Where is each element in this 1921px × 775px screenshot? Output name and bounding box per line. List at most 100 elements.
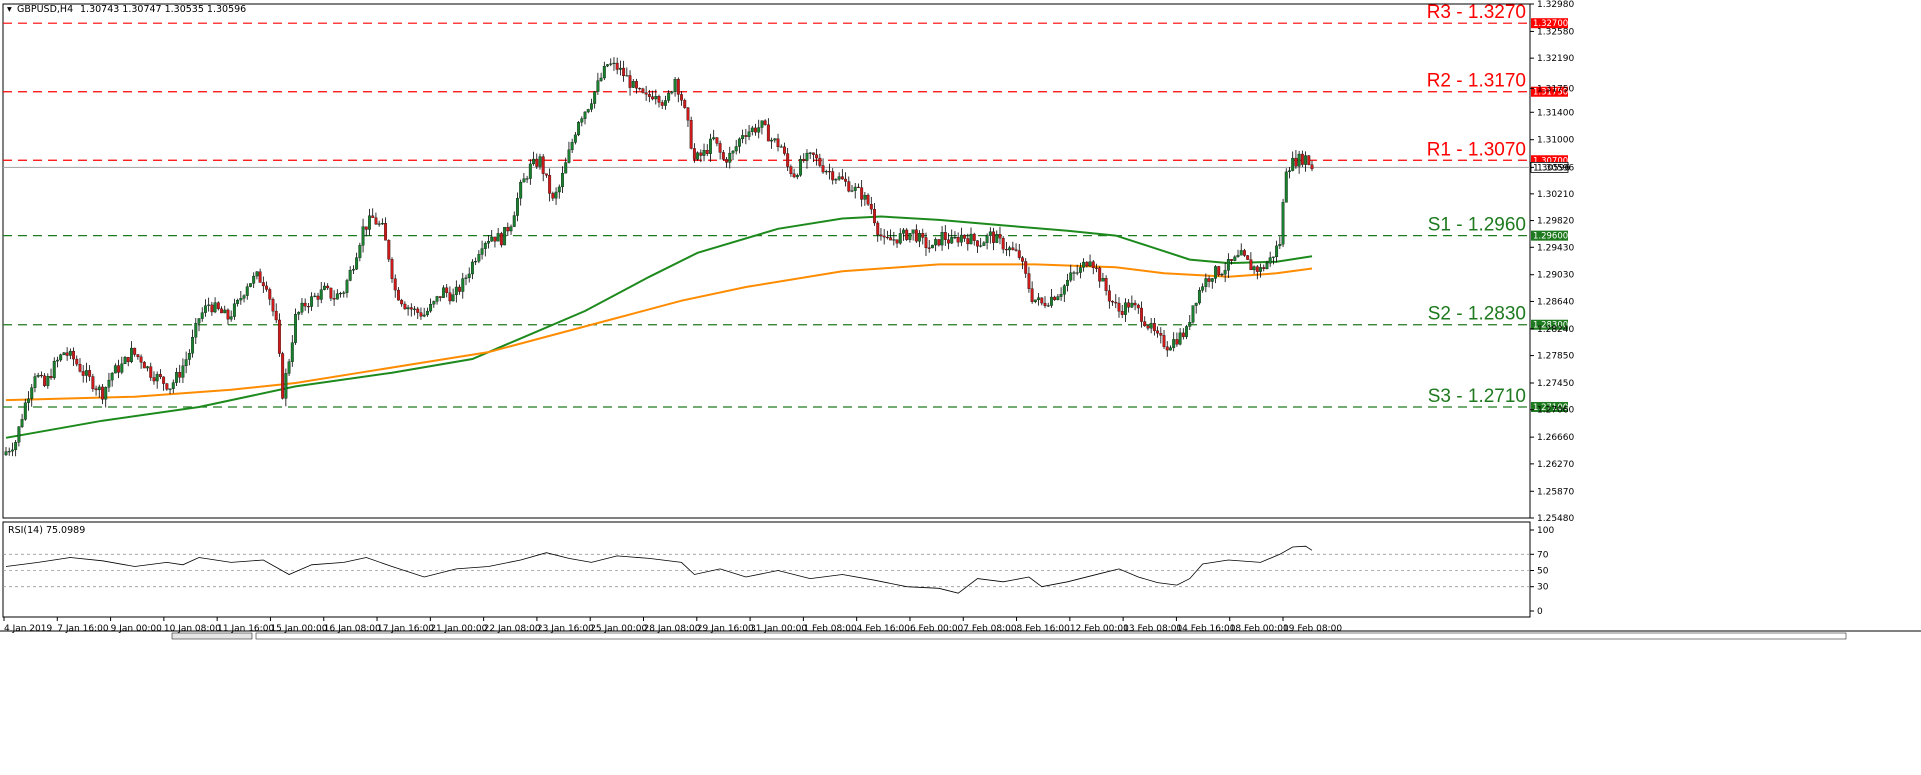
- candle-body: [982, 242, 986, 246]
- candle-body: [1095, 267, 1098, 269]
- candle-body: [1191, 305, 1195, 323]
- time-tick-label: 12 Feb 00:00: [1070, 624, 1129, 634]
- candle-body: [660, 102, 664, 106]
- candle-body: [850, 190, 854, 192]
- candle-body: [532, 158, 535, 165]
- candle-body: [654, 96, 658, 100]
- time-tick-label: 7 Feb 08:00: [963, 624, 1017, 634]
- candle-body: [1037, 297, 1041, 300]
- candle-body: [477, 254, 481, 262]
- candle-body: [232, 303, 236, 317]
- candle-body: [261, 282, 265, 287]
- candle-body: [162, 376, 166, 384]
- candle-body: [506, 227, 510, 232]
- candle-body: [709, 138, 712, 154]
- candle-body: [1268, 257, 1272, 264]
- candle-body: [1214, 266, 1217, 279]
- candle-body: [371, 215, 375, 218]
- candle-body: [155, 374, 159, 382]
- time-tick-label: 19 Feb 08:00: [1283, 624, 1342, 634]
- time-tick-label: 1 Feb 08:00: [803, 624, 857, 634]
- candle-body: [377, 223, 381, 225]
- candle-body: [885, 236, 889, 239]
- candle-body: [1255, 266, 1259, 272]
- candle-body: [323, 285, 326, 290]
- candle-body: [187, 353, 191, 360]
- candle-body: [245, 286, 249, 296]
- candle-body: [1300, 153, 1304, 165]
- time-tick-label: 17 Jan 16:00: [377, 624, 434, 634]
- candle-body: [902, 229, 905, 234]
- level-label-r3: R3 - 1.3270: [1427, 2, 1526, 23]
- candle-body: [715, 137, 719, 144]
- level-price-tag-s2: [1531, 319, 1568, 330]
- candle-body: [631, 81, 635, 88]
- candle-body: [583, 111, 587, 119]
- candle-body: [992, 231, 995, 243]
- candle-body: [438, 296, 442, 298]
- candle-body: [104, 386, 108, 400]
- candle-body: [461, 278, 465, 292]
- candle-body: [490, 236, 494, 242]
- candle-body: [638, 88, 642, 90]
- candle-body: [101, 386, 104, 400]
- candle-body: [1233, 256, 1237, 261]
- header-arrow-icon: ▾: [7, 4, 12, 15]
- candle-body: [953, 237, 957, 239]
- rsi-tick-label: 30: [1537, 583, 1549, 593]
- candle-body: [548, 175, 552, 194]
- candle-body: [1169, 347, 1172, 351]
- candle-body: [966, 238, 970, 245]
- candle-body: [23, 402, 27, 420]
- candle-body: [1275, 245, 1279, 258]
- candle-body: [528, 163, 532, 179]
- candle-body: [985, 235, 989, 243]
- bottom-scroll-tab: [171, 632, 253, 640]
- candle-body: [203, 305, 207, 313]
- candle-body: [33, 376, 37, 388]
- level-price-tag-text: 1.28300: [1533, 321, 1568, 331]
- candle-body: [1059, 294, 1063, 297]
- candle-body: [721, 152, 725, 160]
- candle-body: [39, 375, 43, 377]
- candle-body: [274, 310, 278, 321]
- candle-body: [255, 271, 259, 277]
- candle-body: [464, 277, 468, 279]
- price-tick-label: 1.30210: [1537, 190, 1574, 200]
- candle-body: [998, 234, 1002, 239]
- candle-body: [130, 347, 133, 363]
- candle-body: [1204, 278, 1208, 287]
- price-tick-label: 1.30596: [1537, 163, 1574, 173]
- candle-body: [876, 222, 880, 235]
- candle-body: [551, 193, 555, 199]
- candle-body: [1304, 155, 1308, 165]
- candle-body: [448, 292, 452, 302]
- price-tick-label: 1.32190: [1537, 54, 1574, 64]
- candle-body: [615, 62, 619, 70]
- candle-body: [348, 270, 352, 281]
- candle-body: [1033, 299, 1037, 302]
- candle-body: [223, 309, 227, 314]
- ma-line-green: [5, 215, 1313, 439]
- candle-body: [667, 92, 671, 101]
- candle-body: [686, 107, 690, 121]
- candle-body: [345, 280, 349, 293]
- time-tick-label: 18 Feb 00:00: [1230, 624, 1289, 634]
- candle-body: [117, 365, 121, 373]
- candle-body: [332, 298, 336, 300]
- candle-body: [384, 223, 388, 241]
- candle-body: [824, 171, 828, 173]
- candle-body: [210, 304, 214, 313]
- candle-body: [561, 173, 564, 188]
- candle-body: [258, 271, 262, 283]
- candle-body: [834, 179, 838, 181]
- price-tick-label: 1.31750: [1537, 84, 1574, 94]
- candle-body: [808, 152, 812, 154]
- candle-body: [773, 138, 777, 141]
- candle-body: [1159, 333, 1163, 336]
- candle-body: [59, 354, 63, 361]
- candle-body: [1049, 296, 1053, 306]
- candle-body: [692, 148, 696, 160]
- candle-body: [329, 287, 333, 299]
- time-tick-label: 15 Jan 00:00: [270, 624, 327, 634]
